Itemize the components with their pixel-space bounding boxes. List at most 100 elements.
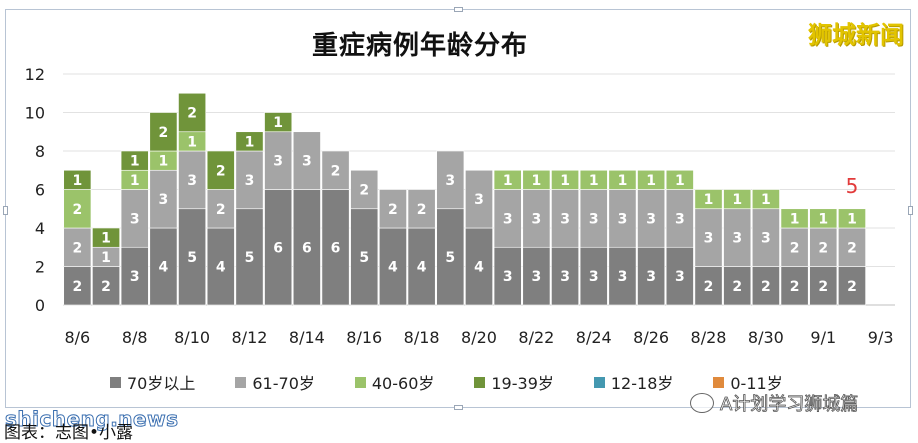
bar-segment (379, 189, 407, 229)
legend-swatch (593, 376, 605, 388)
bar-segment (63, 169, 92, 190)
watermark-account: A计划学习狮城篇 (690, 390, 859, 416)
bar-segment (292, 131, 321, 190)
bar-value-label: 3 (130, 269, 140, 285)
bar-segment (235, 150, 264, 210)
x-tick-label: 8/18 (404, 328, 440, 347)
bar-segment (751, 189, 780, 210)
bar-segment (350, 169, 379, 210)
bar-value-label: 3 (187, 173, 197, 189)
bar-value-label: 3 (646, 211, 656, 227)
bar-value-label: 3 (245, 173, 255, 189)
bar-value-label: 2 (732, 279, 742, 295)
bar-segment (149, 169, 178, 229)
bar-segment (522, 169, 551, 190)
bar-value-label: 1 (704, 192, 714, 208)
bar-value-label: 1 (101, 250, 111, 266)
resize-handle-left[interactable] (3, 206, 8, 215)
bar-value-label: 2 (761, 279, 771, 295)
bar-value-label: 3 (159, 192, 169, 208)
bar-segment (838, 208, 866, 229)
x-tick-label: 8/12 (232, 328, 268, 347)
bar-segment (809, 208, 838, 229)
bar-value-label: 1 (187, 134, 197, 150)
bar-value-label: 3 (560, 269, 570, 285)
bar-value-label: 2 (818, 240, 828, 256)
bar-segment (63, 266, 92, 306)
bar-segment (63, 189, 92, 229)
legend-item: 19-39岁 (474, 372, 554, 393)
legend-swatch (110, 376, 121, 388)
bar-segment (694, 208, 723, 267)
bar-value-label: 1 (560, 173, 570, 189)
bar-segment (780, 208, 809, 229)
bar-value-label: 1 (503, 173, 513, 189)
legend-item: 70岁以上 (110, 372, 196, 393)
bar-segment (92, 227, 120, 248)
bar-value-label: 3 (618, 269, 628, 285)
wechat-icon (690, 393, 714, 413)
y-tick-label: 0 (35, 296, 45, 315)
bar-value-label: 3 (618, 211, 628, 227)
bar-value-label: 4 (388, 260, 398, 276)
bar-segment (608, 246, 637, 306)
brand-logo: 狮城新闻 (808, 21, 904, 49)
bar-value-label: 2 (818, 279, 828, 295)
bar-value-label: 4 (159, 260, 169, 276)
bar-segment (579, 169, 608, 190)
bar-segment (780, 266, 809, 306)
bar-value-label: 2 (216, 163, 226, 179)
bar-value-label: 3 (503, 269, 513, 285)
x-tick-label: 8/8 (122, 328, 148, 347)
bar-segment (723, 208, 752, 267)
resize-handle-top[interactable] (454, 7, 463, 12)
bar-segment (436, 208, 465, 306)
bar-segment (379, 227, 407, 306)
legend-item: 12-18岁 (593, 372, 673, 393)
bar-value-label: 3 (474, 192, 484, 208)
bar-value-label: 2 (847, 240, 857, 256)
bar-segment (665, 246, 694, 306)
bar-value-label: 4 (417, 260, 427, 276)
bar-segment (665, 169, 694, 190)
resize-handle-right[interactable] (908, 206, 913, 215)
legend-label: 70岁以上 (127, 374, 196, 393)
bar-segment (522, 189, 551, 248)
bar-segment (120, 189, 149, 248)
bar-value-label: 2 (388, 202, 398, 218)
resize-handle-bottom[interactable] (454, 405, 463, 410)
bar-value-label: 3 (532, 269, 542, 285)
y-tick-label: 12 (25, 65, 45, 84)
x-tick-label: 9/1 (810, 328, 836, 347)
bar-segment (579, 189, 608, 248)
bar-value-label: 3 (302, 154, 312, 170)
bar-value-label: 4 (474, 260, 484, 276)
bar-segment (120, 150, 149, 171)
bar-segment (694, 189, 723, 210)
y-tick-label: 10 (25, 104, 45, 123)
bar-segment (493, 246, 522, 306)
bar-segment (723, 189, 752, 210)
bar-segment (206, 150, 235, 190)
bar-segment (149, 112, 178, 152)
bar-value-label: 3 (130, 211, 140, 227)
x-tick-label: 9/3 (868, 328, 894, 347)
legend-swatch (474, 376, 486, 388)
bar-value-label: 3 (589, 269, 599, 285)
legend-swatch (713, 376, 725, 388)
bar-value-label: 1 (732, 192, 742, 208)
bar-segment (350, 208, 379, 306)
x-tick-label: 8/6 (64, 328, 90, 347)
bar-segment (809, 227, 838, 267)
annotation-label: 5 (846, 174, 859, 198)
bar-segment (637, 246, 666, 306)
bar-segment (120, 246, 149, 306)
bar-value-label: 1 (589, 173, 599, 189)
bar-value-label: 3 (532, 211, 542, 227)
legend-item: 40-60岁 (354, 372, 434, 393)
bar-value-label: 1 (130, 173, 140, 189)
y-tick-label: 4 (35, 219, 45, 238)
bar-segment (751, 266, 780, 306)
bar-segment (551, 246, 579, 306)
